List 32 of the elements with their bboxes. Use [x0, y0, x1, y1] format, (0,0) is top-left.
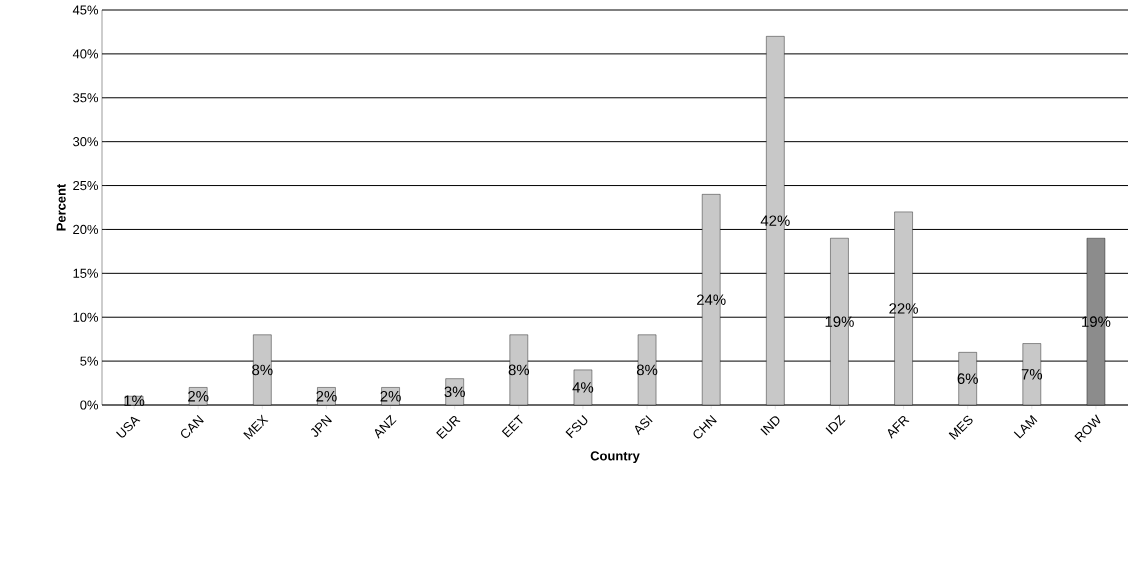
y-tick-label: 10% — [73, 312, 99, 322]
x-axis-title: Country — [590, 451, 640, 464]
y-tick-label: 20% — [73, 224, 99, 235]
x-tick-label: IDZ — [825, 414, 846, 435]
y-tick-label: 25% — [73, 180, 99, 191]
data-label: 3% — [444, 386, 465, 398]
data-label: 8% — [508, 364, 530, 376]
x-tick-label: USA — [116, 416, 141, 438]
data-label: 42% — [760, 215, 790, 226]
data-label: 19% — [825, 316, 854, 327]
y-tick-label: 35% — [73, 93, 99, 103]
data-label: 8% — [636, 364, 658, 376]
data-label: 2% — [316, 390, 337, 402]
data-label: 22% — [889, 303, 918, 314]
data-label: 6% — [957, 373, 978, 384]
y-tick-label: 0% — [80, 400, 99, 410]
y-axis-title: Percent — [56, 183, 66, 231]
data-label: 7% — [1021, 369, 1043, 380]
y-tick-label: 5% — [80, 356, 99, 366]
data-label: 2% — [380, 390, 401, 402]
data-label: 8% — [252, 364, 273, 376]
y-tick-label: 15% — [73, 268, 99, 278]
x-tick-label: ASI — [634, 415, 653, 436]
data-label: 4% — [572, 382, 594, 393]
y-tick-label: 40% — [72, 49, 99, 59]
x-tick-label: JPN — [310, 414, 332, 437]
data-label: 24% — [696, 294, 726, 305]
y-tick-label: 30% — [73, 137, 99, 147]
data-label: 2% — [188, 390, 209, 402]
x-tick-label: IND — [760, 416, 780, 436]
data-label: 1% — [124, 395, 145, 406]
y-tick-label: 45% — [72, 5, 99, 15]
